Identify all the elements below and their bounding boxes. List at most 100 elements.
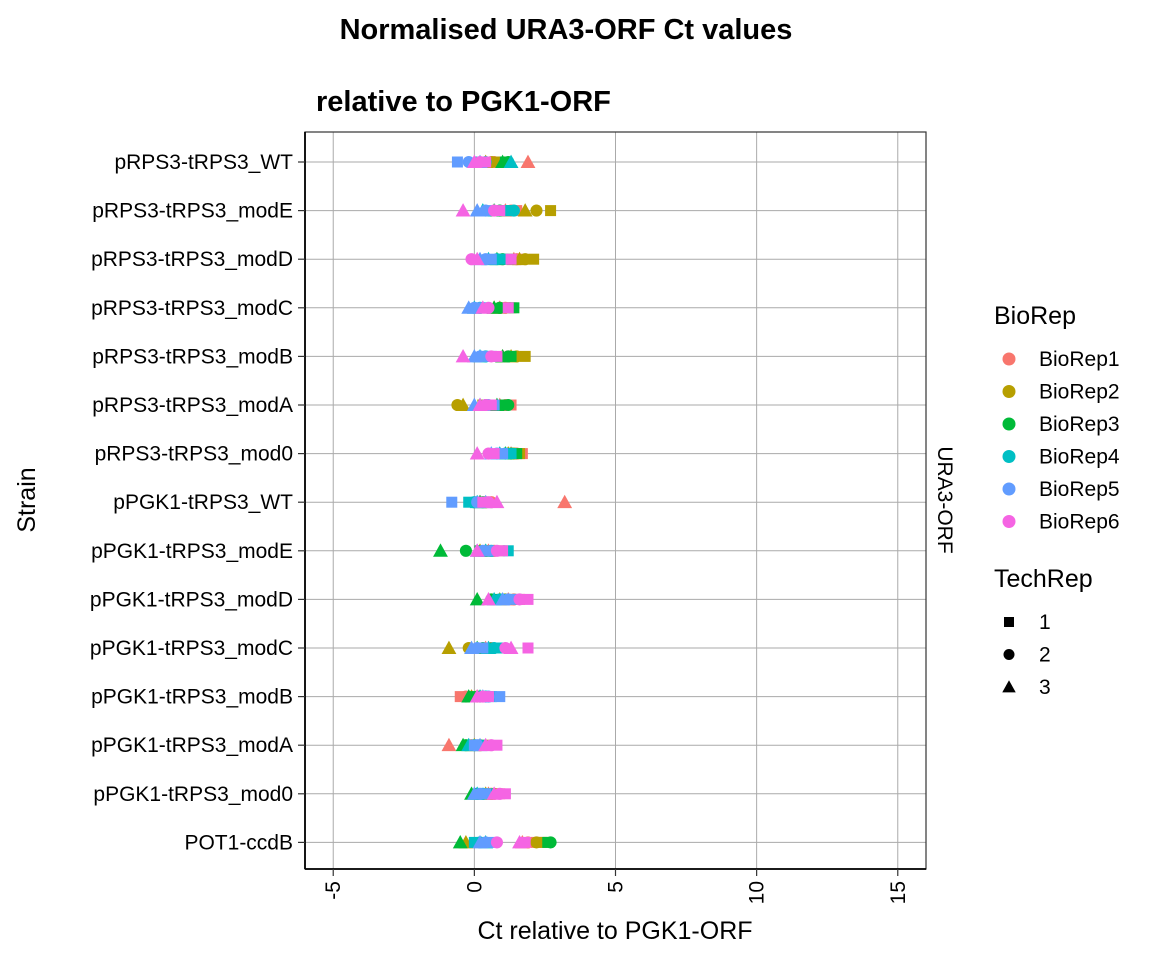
x-tick-label: 5 bbox=[605, 881, 628, 893]
data-point bbox=[512, 834, 527, 849]
legend-shape-key bbox=[1003, 649, 1015, 660]
data-point bbox=[455, 203, 471, 217]
legend-color-key bbox=[1002, 417, 1016, 431]
x-tick-label: 10 bbox=[746, 881, 769, 904]
data-point bbox=[452, 834, 468, 849]
data-point bbox=[469, 543, 485, 557]
data-point bbox=[522, 642, 534, 654]
y-tick-label: pPGK1-tRPS3_WT bbox=[113, 491, 293, 514]
legend-color-label: BioRep1 bbox=[1039, 348, 1120, 371]
data-point bbox=[513, 593, 526, 606]
data-point bbox=[485, 350, 498, 363]
legend-shape-label: 2 bbox=[1039, 644, 1051, 667]
y-tick-label: pRPS3-tRPS3_mod0 bbox=[95, 443, 293, 466]
data-point bbox=[502, 398, 515, 412]
data-point bbox=[490, 836, 503, 849]
x-tick-label: 0 bbox=[463, 881, 486, 893]
legend-shape-label: 1 bbox=[1039, 611, 1051, 634]
y-tick-label: pRPS3-tRPS3_modA bbox=[92, 394, 293, 417]
data-point bbox=[472, 397, 488, 411]
y-tick-label: pRPS3-tRPS3_modD bbox=[91, 248, 293, 271]
facet-strip-label: URA3-ORF bbox=[933, 446, 956, 553]
data-point bbox=[472, 834, 488, 849]
data-point bbox=[503, 154, 519, 168]
y-tick-label: pPGK1-tRPS3_modA bbox=[91, 734, 293, 757]
legend-color-label: BioRep2 bbox=[1039, 381, 1120, 404]
data-point bbox=[505, 253, 517, 265]
legend-color-key bbox=[1002, 482, 1016, 496]
data-point bbox=[478, 737, 494, 752]
data-point bbox=[522, 593, 534, 605]
y-tick-label: pPGK1-tRPS3_mod0 bbox=[93, 783, 293, 806]
legend-shape-title: TechRep bbox=[994, 565, 1093, 593]
chart-title-line1: Normalised URA3-ORF Ct values bbox=[340, 14, 793, 46]
data-point bbox=[455, 397, 471, 411]
x-tick-label: -5 bbox=[322, 881, 345, 900]
data-point bbox=[469, 251, 485, 266]
data-point bbox=[519, 350, 531, 362]
data-point bbox=[469, 591, 485, 606]
y-tick-label: pPGK1-tRPS3_modE bbox=[91, 540, 293, 563]
data-point bbox=[494, 691, 506, 703]
data-point bbox=[482, 447, 495, 460]
data-point bbox=[489, 494, 505, 509]
data-point bbox=[486, 786, 502, 800]
legend-shape-key bbox=[1004, 617, 1014, 627]
data-point bbox=[441, 737, 457, 752]
data-point bbox=[466, 154, 482, 168]
y-axis-title: Strain bbox=[13, 467, 41, 532]
y-tick-label: pPGK1-tRPS3_modD bbox=[90, 588, 293, 611]
legend-shape-key bbox=[1002, 680, 1016, 693]
data-point bbox=[469, 203, 485, 217]
y-tick-label: pRPS3-tRPS3_WT bbox=[114, 151, 293, 174]
data-point bbox=[490, 544, 503, 557]
y-tick-label: pRPS3-tRPS3_modE bbox=[92, 200, 293, 223]
data-point bbox=[528, 253, 540, 265]
y-tick-label: POT1-ccdB bbox=[184, 831, 293, 854]
legend-color-key bbox=[1002, 352, 1016, 366]
legend-color-key bbox=[1002, 385, 1016, 398]
data-point bbox=[451, 156, 463, 168]
data-point bbox=[466, 348, 482, 363]
series-BioRep6 bbox=[455, 154, 534, 849]
data-point bbox=[469, 446, 485, 460]
y-axis-ticks: pRPS3-tRPS3_WT pRPS3-tRPS3_modE pRPS3-tRPS… bbox=[90, 151, 305, 854]
legend-color-key bbox=[1002, 450, 1016, 463]
data-point bbox=[503, 640, 519, 654]
data-point bbox=[459, 544, 472, 557]
legend-color-key bbox=[1002, 515, 1016, 528]
legend-color-label: BioRep5 bbox=[1039, 478, 1120, 501]
data-point bbox=[507, 204, 520, 217]
data-point bbox=[469, 689, 485, 703]
data-point bbox=[545, 205, 557, 217]
data-point bbox=[557, 494, 573, 509]
data-point bbox=[481, 591, 496, 606]
legend-color-label: BioRep3 bbox=[1039, 413, 1120, 436]
data-point bbox=[433, 543, 448, 557]
data-points bbox=[433, 154, 573, 849]
data-point bbox=[519, 836, 531, 848]
y-tick-label: pRPS3-tRPS3_modB bbox=[92, 345, 293, 368]
data-point bbox=[495, 591, 511, 606]
data-point bbox=[508, 302, 520, 314]
data-point bbox=[488, 204, 501, 217]
y-tick-label: pRPS3-tRPS3_modC bbox=[91, 297, 293, 320]
data-point bbox=[461, 300, 477, 314]
y-tick-label: pPGK1-tRPS3_modC bbox=[90, 637, 293, 660]
legend-color-label: BioRep6 bbox=[1039, 511, 1120, 534]
data-point bbox=[502, 545, 514, 557]
legend-color-entries: BioRep1 BioRep2 BioRep3 BioRep4 BioRep5 BioRe… bbox=[1002, 348, 1120, 534]
data-point bbox=[475, 300, 491, 314]
x-axis-ticks: -5 0 5 10 15 bbox=[322, 869, 910, 904]
x-axis-title: Ct relative to PGK1-ORF bbox=[477, 917, 752, 945]
data-point bbox=[466, 786, 482, 800]
data-point bbox=[520, 154, 536, 168]
data-point bbox=[517, 203, 533, 217]
y-tick-label: pPGK1-tRPS3_modB bbox=[91, 686, 293, 709]
x-tick-label: 15 bbox=[887, 881, 910, 904]
grid bbox=[305, 132, 926, 869]
chart-title-line2: relative to PGK1-ORF bbox=[316, 86, 611, 118]
data-point bbox=[530, 204, 543, 217]
data-point bbox=[446, 496, 458, 508]
